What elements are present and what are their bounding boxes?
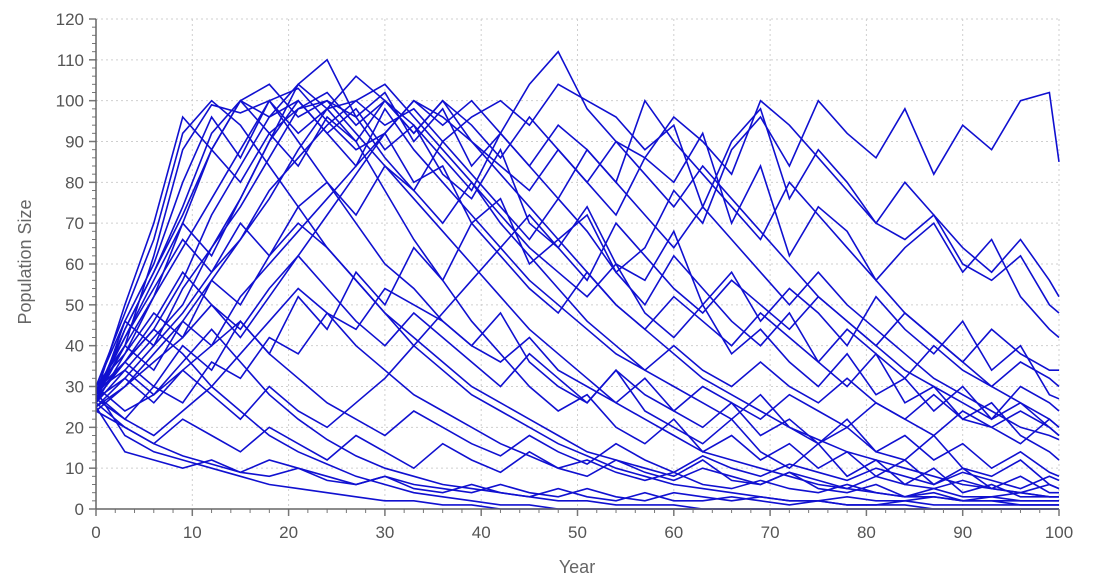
grid-lines <box>96 18 1060 509</box>
y-tick-label: 100 <box>56 92 84 111</box>
x-tick-label: 90 <box>953 523 972 542</box>
series-line-4 <box>95 99 1060 400</box>
y-tick-label: 50 <box>65 296 84 315</box>
x-tick-label: 20 <box>279 523 298 542</box>
series-line-9 <box>95 99 1059 502</box>
x-axis-title: Year <box>559 557 595 577</box>
axes <box>89 18 1060 516</box>
y-tick-label: 30 <box>65 378 84 397</box>
series-line-13 <box>95 402 1060 494</box>
y-tick-label: 80 <box>65 173 84 192</box>
x-tick-label: 80 <box>857 523 876 542</box>
series-line-1 <box>95 87 1060 396</box>
series-line-6 <box>95 83 1060 490</box>
y-tick-label: 90 <box>65 133 84 152</box>
x-tick-label: 70 <box>761 523 780 542</box>
x-tick-label: 100 <box>1045 523 1073 542</box>
series-line-27 <box>95 99 1060 437</box>
x-tick-label: 60 <box>664 523 683 542</box>
series-line-18 <box>95 75 1060 421</box>
series-line-12 <box>95 287 1060 478</box>
series-line-30 <box>95 254 1060 445</box>
y-axis-title: Population Size <box>15 199 35 324</box>
series-lines <box>95 50 1060 510</box>
series-line-2 <box>95 83 1060 404</box>
series-line-3 <box>95 50 1060 388</box>
tick-labels: 0 10 20 30 40 50 60 70 80 90 100 0 10 20 30 40 50 60 70 80 9… <box>56 10 1074 542</box>
x-tick-label: 40 <box>472 523 491 542</box>
y-tick-label: 40 <box>65 337 84 356</box>
series-line-28 <box>95 410 1059 502</box>
x-tick-label: 0 <box>91 523 100 542</box>
y-tick-label: 20 <box>65 418 84 437</box>
y-tick-label: 0 <box>75 500 84 519</box>
x-tick-label: 30 <box>375 523 394 542</box>
series-line-26 <box>95 287 1059 498</box>
series-line-17 <box>95 115 1059 494</box>
x-tick-label: 50 <box>568 523 587 542</box>
series-line-29 <box>95 91 1059 498</box>
series-line-21 <box>95 83 1059 506</box>
series-line-24 <box>95 98 1060 428</box>
series-line-14 <box>95 406 1059 506</box>
x-tick-label: 10 <box>183 523 202 542</box>
y-tick-label: 120 <box>56 10 84 29</box>
y-tick-label: 110 <box>57 51 84 70</box>
y-tick-label: 10 <box>65 459 84 478</box>
y-tick-label: 60 <box>65 255 84 274</box>
series-line-16 <box>95 222 1059 510</box>
series-line-7 <box>95 140 1060 461</box>
series-line-23 <box>95 320 1060 490</box>
y-tick-label: 70 <box>65 214 84 233</box>
